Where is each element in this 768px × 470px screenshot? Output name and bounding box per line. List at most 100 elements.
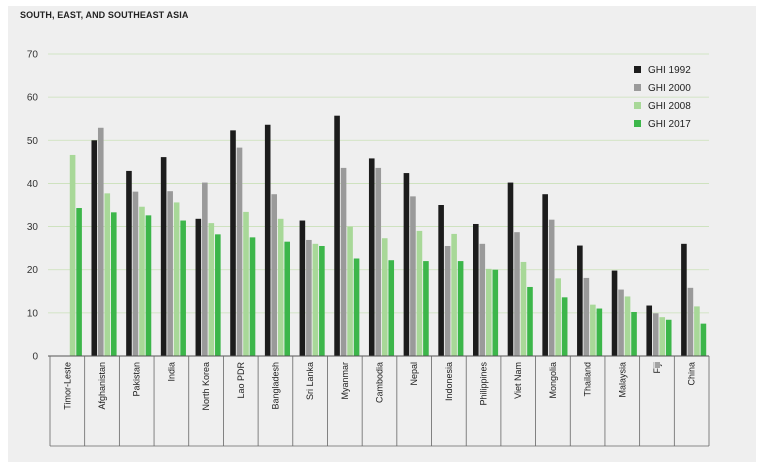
- x-axis: [48, 355, 710, 447]
- y-tick-label: 70: [27, 50, 39, 61]
- y-tick-label: 60: [27, 93, 39, 104]
- bar: [583, 277, 590, 356]
- bar: [659, 317, 666, 356]
- bar: [681, 243, 687, 356]
- bar: [381, 238, 388, 356]
- x-tick-label: Bangladesh: [270, 362, 280, 410]
- bar: [410, 196, 416, 356]
- bar: [438, 205, 444, 356]
- bar: [126, 170, 132, 356]
- bar: [416, 230, 423, 356]
- x-tick-label: China: [687, 362, 697, 386]
- x-tick-label: Mongolia: [548, 362, 558, 399]
- bar: [76, 208, 82, 356]
- bar: [444, 245, 451, 356]
- bar: [492, 269, 499, 356]
- bar: [451, 233, 457, 356]
- bar: [479, 243, 486, 356]
- bar: [388, 260, 395, 356]
- bar: [527, 286, 533, 356]
- bar: [340, 167, 347, 356]
- bar: [631, 311, 637, 356]
- x-tick-label: Malaysia: [617, 362, 627, 398]
- legend-label: GHI 2000: [648, 83, 691, 94]
- bar: [514, 232, 520, 356]
- bar: [700, 323, 707, 356]
- bar: [145, 215, 152, 356]
- legend-swatch: [634, 66, 641, 73]
- x-axis-tick-labels: Timor-Leste Afghanistan Pakistan India North…: [62, 362, 696, 411]
- bar: [577, 245, 583, 356]
- x-tick-label: North Korea: [201, 362, 211, 411]
- bar: [334, 115, 340, 356]
- bar: [249, 237, 256, 356]
- bar: [243, 211, 249, 356]
- x-tick-label: Thailand: [583, 362, 593, 397]
- y-tick-label: 10: [27, 308, 39, 319]
- bar: [306, 239, 312, 356]
- bar: [271, 194, 277, 356]
- bar: [652, 313, 659, 356]
- legend: GHI 1992 GHI 2000 GHI 2008 GHI 2017: [634, 65, 691, 130]
- bar: [520, 261, 527, 356]
- x-tick-label: Viet Nam: [513, 362, 523, 399]
- bar: [473, 223, 479, 356]
- bar: [596, 308, 603, 356]
- x-tick-label: Lao PDR: [236, 362, 246, 399]
- chart-title: SOUTH, EAST, AND SOUTHEAST ASIA: [20, 10, 189, 20]
- bar: [264, 124, 271, 356]
- bar: [180, 220, 186, 356]
- x-tick-label: Myanmar: [340, 362, 350, 400]
- bar: [694, 306, 700, 356]
- x-tick-label: Nepal: [409, 362, 419, 386]
- bar: [555, 278, 561, 356]
- bar: [284, 241, 290, 356]
- bar: [353, 258, 360, 356]
- bar: [215, 234, 221, 356]
- bar: [624, 296, 631, 356]
- bar: [457, 261, 464, 356]
- bar: [110, 212, 117, 356]
- legend-label: GHI 2008: [648, 101, 691, 112]
- legend-swatch: [634, 120, 641, 127]
- bar: [665, 319, 672, 356]
- y-tick-label: 0: [32, 352, 38, 363]
- bar: [104, 193, 111, 356]
- bar: [542, 194, 548, 356]
- bar: [687, 287, 694, 356]
- bar: [403, 173, 410, 356]
- bar: [486, 268, 492, 356]
- bar: [590, 304, 596, 356]
- bar: [347, 226, 353, 356]
- x-tick-label: Timor-Leste: [62, 362, 72, 410]
- bar: [507, 182, 514, 356]
- bar: [375, 167, 382, 356]
- bar: [132, 191, 139, 356]
- legend-label: GHI 2017: [648, 119, 691, 130]
- bar: [97, 127, 104, 357]
- legend-label: GHI 1992: [648, 65, 691, 76]
- bar: [312, 243, 319, 356]
- legend-swatch: [634, 84, 641, 91]
- x-tick-label: Philippines: [479, 362, 489, 406]
- bar: [167, 191, 173, 356]
- x-tick-label: Pakistan: [132, 362, 142, 397]
- y-tick-label: 50: [27, 136, 39, 147]
- bar: [548, 219, 555, 356]
- bar: [646, 305, 653, 356]
- y-tick-label: 40: [27, 179, 39, 190]
- bar: [91, 140, 98, 356]
- bar: [69, 154, 76, 356]
- bar: [368, 158, 375, 356]
- x-tick-label: Indonesia: [444, 362, 454, 401]
- bar: [319, 245, 325, 356]
- bar: [202, 182, 208, 356]
- y-tick-label: 30: [27, 222, 39, 233]
- bar: [236, 147, 243, 356]
- bar: [561, 297, 568, 356]
- bar: [160, 157, 167, 356]
- x-tick-label: India: [166, 362, 176, 382]
- bar: [139, 206, 145, 356]
- legend-swatch: [634, 102, 641, 109]
